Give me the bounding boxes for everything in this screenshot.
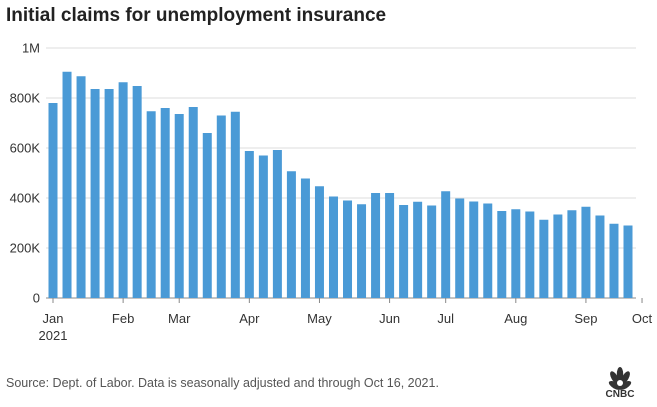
bar bbox=[511, 209, 521, 298]
x-tick-label: Jul bbox=[437, 311, 454, 326]
y-axis: 0 200K 400K 600K 800K 1M bbox=[10, 41, 41, 306]
bar bbox=[314, 186, 324, 298]
bar bbox=[567, 210, 577, 298]
bar bbox=[188, 107, 198, 298]
bar bbox=[48, 103, 58, 298]
bar bbox=[455, 198, 465, 298]
x-tick-label: Feb bbox=[112, 311, 134, 326]
bar bbox=[300, 178, 310, 298]
bar bbox=[385, 193, 395, 298]
y-tick-label: 1M bbox=[22, 41, 40, 56]
bar bbox=[497, 211, 507, 298]
x-tick-label: Aug bbox=[504, 311, 527, 326]
bar bbox=[623, 225, 633, 298]
bar bbox=[553, 214, 563, 298]
x-tick-label: May bbox=[307, 311, 332, 326]
x-tick-sublabel: 2021 bbox=[39, 328, 68, 343]
cnbc-logo-icon: CNBC bbox=[606, 367, 635, 400]
bar bbox=[595, 215, 605, 298]
y-tick-label: 0 bbox=[33, 291, 40, 306]
bar bbox=[469, 201, 479, 298]
x-tick-label: Jun bbox=[379, 311, 400, 326]
bar bbox=[427, 205, 437, 298]
chart-title: Initial claims for unemployment insuranc… bbox=[6, 5, 387, 26]
y-tick-label: 800K bbox=[10, 91, 41, 106]
bar bbox=[328, 196, 338, 298]
bar bbox=[132, 86, 142, 298]
bar bbox=[174, 114, 184, 298]
x-tick-label: Mar bbox=[168, 311, 191, 326]
bar bbox=[104, 89, 114, 298]
gridlines bbox=[46, 47, 636, 299]
x-tick-label: Sep bbox=[574, 311, 597, 326]
bar bbox=[441, 191, 451, 298]
x-axis: Jan 2021 Feb Mar Apr May Jun Jul Aug Sep Oct bbox=[39, 298, 653, 343]
x-tick-label: Oct bbox=[632, 311, 653, 326]
bar bbox=[539, 219, 549, 298]
x-tick-label: Apr bbox=[239, 311, 260, 326]
bar bbox=[525, 211, 535, 298]
bar bbox=[76, 76, 86, 298]
y-tick-label: 200K bbox=[10, 241, 41, 256]
source-note: Source: Dept. of Labor. Data is seasonal… bbox=[6, 376, 439, 390]
bar bbox=[399, 205, 409, 298]
y-tick-label: 400K bbox=[10, 191, 41, 206]
bar bbox=[230, 111, 240, 298]
bar bbox=[286, 171, 296, 298]
bar bbox=[118, 82, 128, 298]
bar bbox=[483, 203, 493, 298]
bar bbox=[371, 193, 381, 298]
bar bbox=[90, 89, 100, 298]
bar bbox=[343, 200, 353, 298]
y-tick-label: 600K bbox=[10, 141, 41, 156]
bar bbox=[244, 151, 254, 298]
bar bbox=[258, 155, 268, 298]
bars bbox=[48, 71, 633, 298]
x-tick-label: Jan bbox=[43, 311, 64, 326]
bar bbox=[272, 150, 282, 298]
logo-text: CNBC bbox=[606, 389, 635, 400]
bar bbox=[160, 108, 170, 298]
bar bbox=[413, 201, 423, 298]
bar bbox=[581, 206, 591, 298]
bar bbox=[62, 71, 72, 298]
bar bbox=[216, 115, 226, 298]
bar bbox=[146, 111, 156, 298]
bar bbox=[609, 223, 619, 298]
bar bbox=[357, 204, 367, 298]
bar bbox=[202, 133, 212, 298]
